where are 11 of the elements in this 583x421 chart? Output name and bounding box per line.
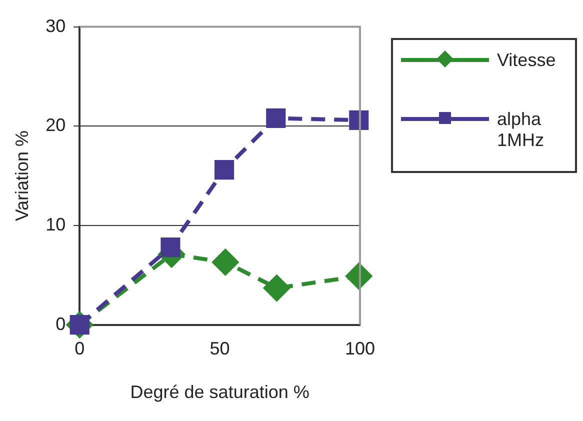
x-axis-title: Degré de saturation % <box>130 382 310 402</box>
y-tick-label: 20 <box>46 115 66 136</box>
x-tick-label: 0 <box>74 338 85 359</box>
y-tick-label: 30 <box>46 16 66 36</box>
y-tick-label: 10 <box>46 214 66 234</box>
x-tick-label: 50 <box>210 338 230 359</box>
y-axis-title: Variation % <box>12 130 32 222</box>
legend-label: Vitesse <box>497 50 557 71</box>
legend-label: alpha 1MHz <box>497 109 546 151</box>
x-tick-label: 100 <box>344 338 376 359</box>
y-tick-label: 0 <box>56 314 66 334</box>
